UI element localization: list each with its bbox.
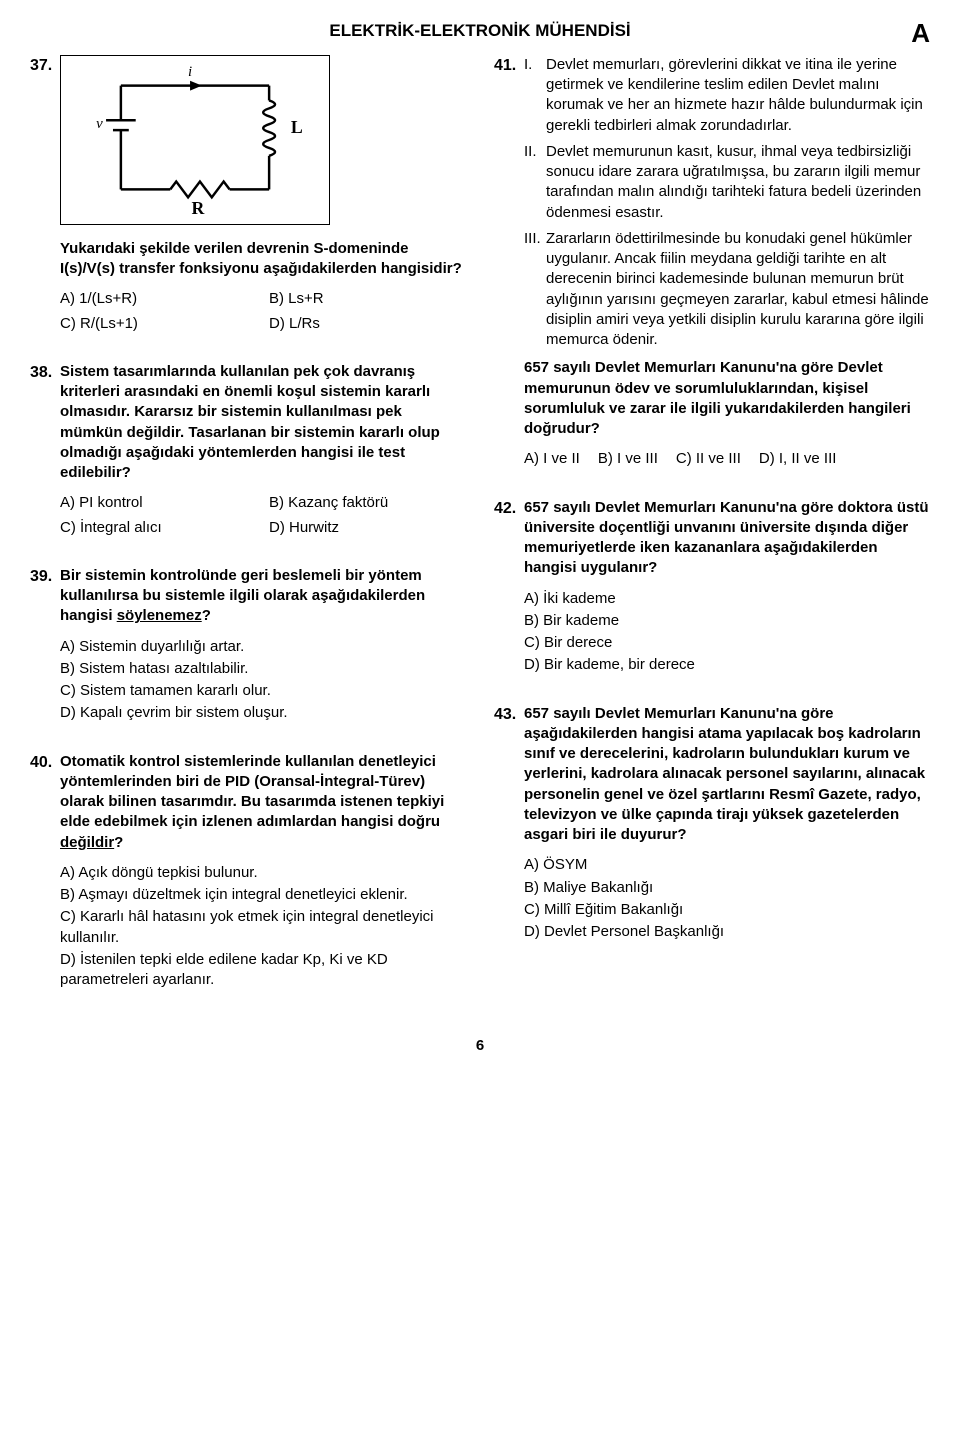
option-c: C) İntegral alıcı bbox=[60, 518, 257, 538]
stem-pre: Bir sistemin kontrolünde geri beslemeli … bbox=[60, 567, 425, 625]
stem-pre: Otomatik kontrol sistemlerinde kullanıla… bbox=[60, 753, 444, 831]
label-L: L bbox=[291, 117, 303, 137]
option-b: B) Ls+R bbox=[269, 289, 466, 309]
label-R: R bbox=[192, 198, 205, 218]
question-43: 43. 657 sayılı Devlet Memurları Kanunu'n… bbox=[494, 704, 930, 945]
question-37: 37. i v bbox=[30, 55, 466, 336]
option-b: B) Aşmayı düzeltmek için integral denetl… bbox=[60, 885, 466, 905]
option-c: C) Kararlı hâl hatasını yok etmek için i… bbox=[60, 907, 466, 948]
left-column: 37. i v bbox=[30, 55, 466, 1019]
page-title: ELEKTRİK-ELEKTRONİK MÜHENDİSİ bbox=[329, 20, 630, 43]
question-number: 42. bbox=[494, 498, 524, 678]
options: A) Sistemin duyarlılığı artar. B) Sistem… bbox=[60, 637, 466, 724]
option-a: A) ÖSYM bbox=[524, 855, 930, 875]
question-number: 40. bbox=[30, 752, 60, 993]
option-b: B) Bir kademe bbox=[524, 611, 930, 631]
page-header: ELEKTRİK-ELEKTRONİK MÜHENDİSİ A bbox=[30, 20, 930, 43]
option-b: B) I ve III bbox=[598, 449, 658, 469]
roman-III-label: III. bbox=[524, 229, 546, 351]
option-b: B) Maliye Bakanlığı bbox=[524, 878, 930, 898]
question-42: 42. 657 sayılı Devlet Memurları Kanunu'n… bbox=[494, 498, 930, 678]
options: A) 1/(Ls+R) B) Ls+R C) R/(Ls+1) D) L/Rs bbox=[60, 289, 466, 336]
option-d: D) İstenilen tepki elde edilene kadar Kp… bbox=[60, 950, 466, 991]
option-a: A) İki kademe bbox=[524, 589, 930, 609]
label-i: i bbox=[188, 64, 192, 80]
option-c: C) Bir derece bbox=[524, 633, 930, 653]
question-stem: Sistem tasarımlarında kullanılan pek çok… bbox=[60, 362, 466, 484]
stem-post: ? bbox=[202, 607, 211, 624]
corner-letter: A bbox=[911, 16, 930, 51]
options: A) ÖSYM B) Maliye Bakanlığı C) Millî Eği… bbox=[524, 855, 930, 942]
option-d: D) Devlet Personel Başkanlığı bbox=[524, 922, 930, 942]
question-number: 37. bbox=[30, 55, 60, 336]
roman-III-text: Zararların ödettirilmesinde bu konudaki … bbox=[546, 229, 930, 351]
right-column: 41. I.Devlet memurları, görevlerini dikk… bbox=[494, 55, 930, 1019]
option-a: A) Sistemin duyarlılığı artar. bbox=[60, 637, 466, 657]
stem-underline: değildir bbox=[60, 834, 114, 851]
question-stem: Otomatik kontrol sistemlerinde kullanıla… bbox=[60, 752, 466, 853]
question-stem: Bir sistemin kontrolünde geri beslemeli … bbox=[60, 566, 466, 627]
question-number: 39. bbox=[30, 566, 60, 726]
stem-underline: söylenemez bbox=[117, 607, 202, 624]
question-number: 38. bbox=[30, 362, 60, 540]
question-41: 41. I.Devlet memurları, görevlerini dikk… bbox=[494, 55, 930, 472]
roman-II-label: II. bbox=[524, 142, 546, 223]
options: A) PI kontrol B) Kazanç faktörü C) İnteg… bbox=[60, 493, 466, 540]
option-b: B) Kazanç faktörü bbox=[269, 493, 466, 513]
option-a: A) 1/(Ls+R) bbox=[60, 289, 257, 309]
question-39: 39. Bir sistemin kontrolünde geri beslem… bbox=[30, 566, 466, 726]
option-d: D) Kapalı çevrim bir sistem oluşur. bbox=[60, 703, 466, 723]
question-38: 38. Sistem tasarımlarında kullanılan pek… bbox=[30, 362, 466, 540]
option-a: A) PI kontrol bbox=[60, 493, 257, 513]
options: A) Açık döngü tepkisi bulunur. B) Aşmayı… bbox=[60, 863, 466, 991]
option-c: C) Sistem tamamen kararlı olur. bbox=[60, 681, 466, 701]
option-c: C) II ve III bbox=[676, 449, 741, 469]
option-d: D) L/Rs bbox=[269, 314, 466, 334]
option-a: A) Açık döngü tepkisi bulunur. bbox=[60, 863, 466, 883]
option-c: C) R/(Ls+1) bbox=[60, 314, 257, 334]
question-40: 40. Otomatik kontrol sistemlerinde kulla… bbox=[30, 752, 466, 993]
options: A) I ve II B) I ve III C) II ve III D) I… bbox=[524, 449, 930, 471]
question-stem: 657 sayılı Devlet Memurları Kanunu'na gö… bbox=[524, 358, 930, 439]
roman-I-label: I. bbox=[524, 55, 546, 136]
option-d: D) Bir kademe, bir derece bbox=[524, 655, 930, 675]
options: A) İki kademe B) Bir kademe C) Bir derec… bbox=[524, 589, 930, 676]
question-number: 43. bbox=[494, 704, 524, 945]
stem-post: ? bbox=[114, 834, 123, 851]
option-c: C) Millî Eğitim Bakanlığı bbox=[524, 900, 930, 920]
question-stem: 657 sayılı Devlet Memurları Kanunu'na gö… bbox=[524, 498, 930, 579]
roman-I-text: Devlet memurları, görevlerini dikkat ve … bbox=[546, 55, 930, 136]
roman-II-text: Devlet memurunun kasıt, kusur, ihmal vey… bbox=[546, 142, 930, 223]
roman-statements: I.Devlet memurları, görevlerini dikkat v… bbox=[524, 55, 930, 351]
option-d: D) I, II ve III bbox=[759, 449, 837, 469]
question-stem: Yukarıdaki şekilde verilen devrenin S-do… bbox=[60, 239, 466, 280]
option-a: A) I ve II bbox=[524, 449, 580, 469]
label-v: v bbox=[96, 116, 103, 132]
question-stem: 657 sayılı Devlet Memurları Kanunu'na gö… bbox=[524, 704, 930, 846]
option-b: B) Sistem hatası azaltılabilir. bbox=[60, 659, 466, 679]
circuit-diagram: i v L bbox=[60, 55, 330, 225]
option-d: D) Hurwitz bbox=[269, 518, 466, 538]
question-number: 41. bbox=[494, 55, 524, 472]
two-column-layout: 37. i v bbox=[30, 55, 930, 1019]
page-number: 6 bbox=[30, 1036, 930, 1056]
